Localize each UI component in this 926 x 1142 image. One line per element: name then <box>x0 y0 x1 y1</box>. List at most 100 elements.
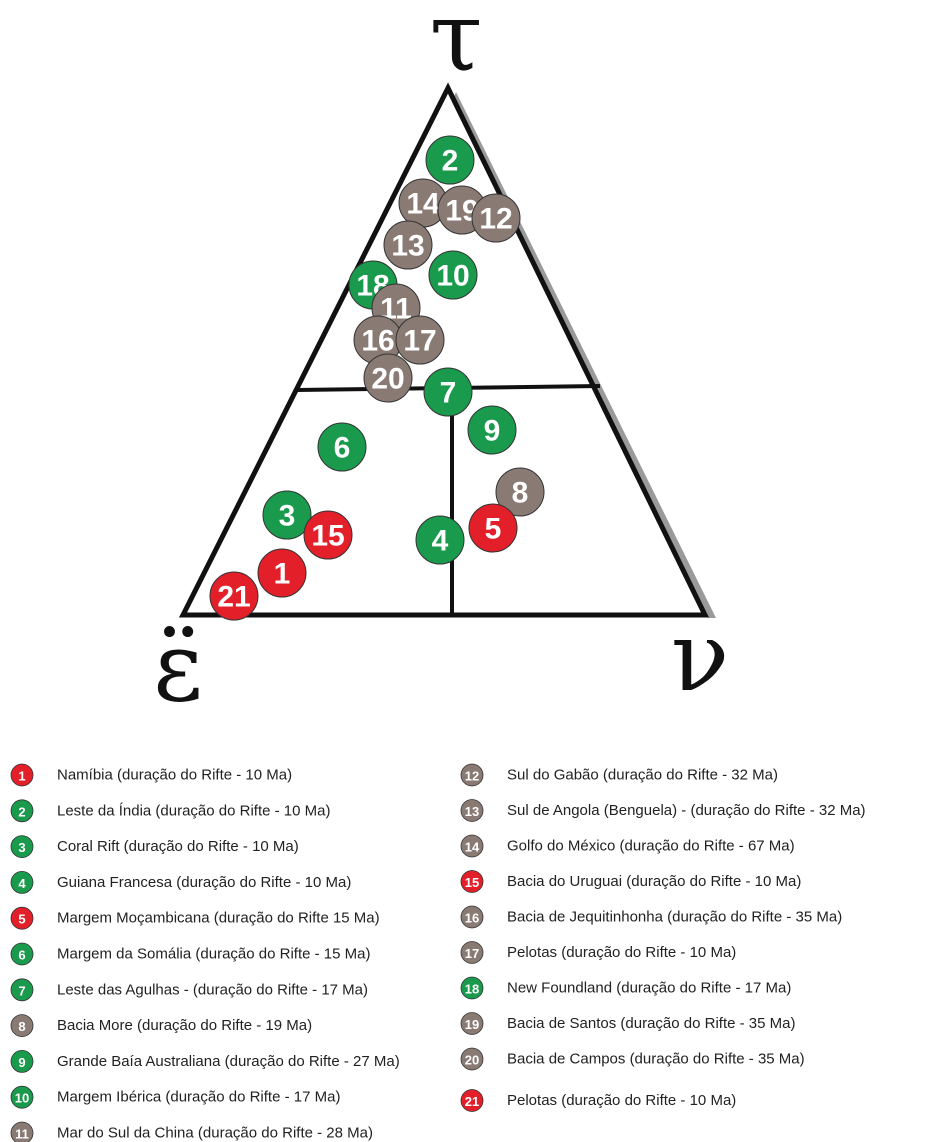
legend-number: 8 <box>18 1019 25 1034</box>
legend-text: Pelotas (duração do Rifte - 10 Ma) <box>507 1092 736 1109</box>
point-circle <box>468 503 518 553</box>
point: 9 <box>467 405 517 455</box>
legend-text: Margem Ibérica (duração do Rifte - 17 Ma… <box>57 1089 340 1106</box>
legend-marker <box>10 978 34 1002</box>
legend-number: 14 <box>465 840 480 855</box>
point: 16 <box>353 315 403 365</box>
legend-marker <box>10 763 34 787</box>
legend-text: Bacia More (duração do Rifte - 19 Ma) <box>57 1017 312 1034</box>
legend-number: 9 <box>18 1055 25 1070</box>
legend-number: 18 <box>465 982 479 997</box>
legend-marker <box>10 1014 34 1037</box>
legend-marker <box>460 1089 484 1112</box>
legend-text: Bacia do Uruguai (duração do Rifte - 10 … <box>507 873 801 890</box>
legend-number: 3 <box>18 840 25 855</box>
point: 20 <box>363 353 413 403</box>
legend-marker <box>460 1047 484 1071</box>
legend-text: Coral Rift (duração do Rifte - 10 Ma) <box>57 838 299 855</box>
axis-right: ν <box>671 601 729 713</box>
legend-number: 17 <box>465 946 479 961</box>
legend-marker <box>460 763 484 787</box>
legend-text: Bacia de Jequitinhonha (duração do Rifte… <box>507 909 842 926</box>
legend-number: 1 <box>18 769 25 784</box>
point-label: 5 <box>485 513 502 546</box>
legend-marker <box>10 1121 34 1142</box>
legend-marker <box>460 941 484 964</box>
point-circle <box>428 250 478 300</box>
legend-text: Margem da Somália (duração do Rifte - 15… <box>57 946 370 963</box>
legend-marker <box>460 905 484 929</box>
legend-marker <box>460 1012 484 1035</box>
point-label: 7 <box>440 377 457 410</box>
point-label: 14 <box>406 188 440 221</box>
point: 7 <box>423 367 473 417</box>
legend-number: 12 <box>465 769 479 784</box>
point-label: 8 <box>512 477 529 510</box>
point: 4 <box>415 515 465 565</box>
legend-item: 21 Pelotas (duração do Rifte - 10 Ma) <box>460 1089 736 1112</box>
point: 17 <box>395 315 445 365</box>
legend-item: 5 Margem Moçambicana (duração do Rifte 15… <box>10 906 380 930</box>
point-label: 17 <box>403 325 436 358</box>
legend-text: Golfo do México (duração do Rifte - 67 M… <box>507 838 795 855</box>
legend-item: 8 Bacia More (duração do Rifte - 19 Ma) <box>10 1014 312 1037</box>
point: 8 <box>495 467 545 517</box>
legend-item: 10 Margem Ibérica (duração do Rifte - 17 … <box>10 1085 340 1109</box>
point-label: 2 <box>442 145 459 178</box>
legend-item: 4 Guiana Francesa (duração do Rifte - 10 … <box>10 871 351 894</box>
point-circle <box>471 193 521 243</box>
legend-marker <box>10 1085 34 1109</box>
point-circle <box>303 510 353 560</box>
legend-item: 19 Bacia de Santos (duração do Rifte - 35… <box>460 1012 796 1035</box>
point-label: 20 <box>371 363 404 396</box>
legend-number: 13 <box>465 804 479 819</box>
point: 5 <box>468 503 518 553</box>
legend-marker <box>460 976 484 1000</box>
point-circle <box>395 315 445 365</box>
legend-text: Sul de Angola (Benguela) - (duração do R… <box>507 802 866 819</box>
legend-number: 20 <box>465 1053 479 1068</box>
legend-text: Leste das Agulhas - (duração do Rifte - … <box>57 981 368 998</box>
point-label: 3 <box>279 500 296 533</box>
point-circle <box>257 548 307 598</box>
point: 15 <box>303 510 353 560</box>
axis-left: ε̈ <box>153 611 203 723</box>
point-label: 1 <box>274 558 291 591</box>
legend-item: 7 Leste das Agulhas - (duração do Rifte -… <box>10 978 368 1002</box>
point: 1 <box>257 548 307 598</box>
point: 14 <box>398 178 448 228</box>
legend-item: 18 New Foundland (duração do Rifte - 17 M… <box>460 976 791 1000</box>
point-label: 4 <box>432 525 449 558</box>
legend-text: Pelotas (duração do Rifte - 10 Ma) <box>507 944 736 961</box>
point-circle <box>495 467 545 517</box>
legend-item: 1 Namíbia (duração do Rifte - 10 Ma) <box>10 763 292 787</box>
point-label: 6 <box>334 432 351 465</box>
legend-marker <box>460 799 484 822</box>
point: 3 <box>262 490 312 540</box>
legend-item: 16 Bacia de Jequitinhonha (duração do Rif… <box>460 905 842 929</box>
legend-marker <box>10 835 34 858</box>
legend-text: Bacia de Campos (duração do Rifte - 35 M… <box>507 1051 805 1068</box>
point: 12 <box>471 193 521 243</box>
legend-number: 11 <box>15 1127 29 1142</box>
legend-item: 2 Leste da Índia (duração do Rifte - 10 M… <box>10 799 331 823</box>
legend-text: Sul do Gabão (duração do Rifte - 32 Ma) <box>507 767 778 784</box>
legend-item: 17 Pelotas (duração do Rifte - 10 Ma) <box>460 941 736 964</box>
legend-text: Margem Moçambicana (duração do Rifte 15 … <box>57 910 380 927</box>
legend-text: Namíbia (duração do Rifte - 10 Ma) <box>57 767 292 784</box>
point-label: 15 <box>311 520 344 553</box>
legend-number: 7 <box>18 983 25 998</box>
legend-marker <box>460 834 484 858</box>
legend-text: Leste da Índia (duração do Rifte - 10 Ma… <box>57 802 331 819</box>
legend-number: 4 <box>18 876 26 891</box>
legend-number: 2 <box>18 804 25 819</box>
legend-item: 15 Bacia do Uruguai (duração do Rifte - 1… <box>460 870 801 893</box>
legend-item: 9 Grande Baía Australiana (duração do Rif… <box>10 1050 400 1073</box>
legend-text: Guiana Francesa (duração do Rifte - 10 M… <box>57 874 351 891</box>
point-circle <box>363 353 413 403</box>
legend-number: 16 <box>465 911 479 926</box>
legend-item: 11 Mar do Sul da China (duração do Rifte … <box>10 1121 373 1142</box>
point-circle <box>415 515 465 565</box>
